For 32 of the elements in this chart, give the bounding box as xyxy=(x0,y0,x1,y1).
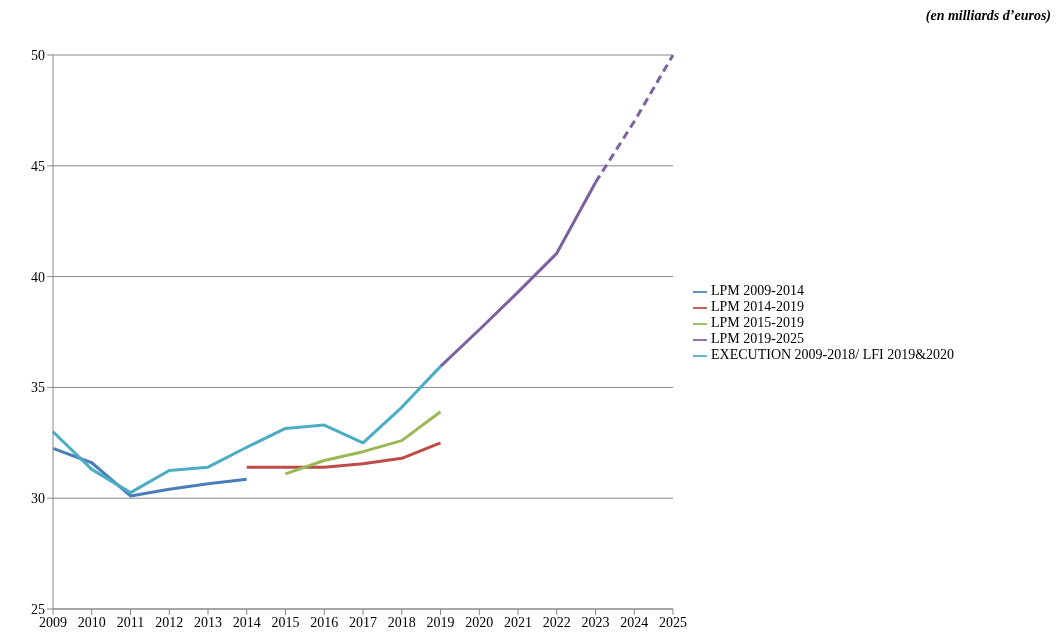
y-tick-label: 45 xyxy=(31,158,45,174)
x-tick-label: 2025 xyxy=(659,614,687,630)
x-tick-label: 2014 xyxy=(232,614,261,630)
y-tick-label: 25 xyxy=(31,601,45,617)
x-tick-label: 2010 xyxy=(77,614,106,630)
y-tick-label: 30 xyxy=(31,491,45,507)
x-tick-label: 2011 xyxy=(116,614,145,630)
line-series xyxy=(51,364,442,495)
legend-label: LPM 2015-2019 xyxy=(711,315,804,330)
x-tick-label: 2015 xyxy=(271,614,300,630)
legend-label: LPM 2014-2019 xyxy=(711,299,804,314)
legend-label: EXECUTION 2009-2018/ LFI 2019&2020 xyxy=(711,347,955,362)
x-tick-label: 2017 xyxy=(349,614,377,630)
x-tick-label: 2018 xyxy=(387,614,416,630)
legend-label: LPM 2009-2014 xyxy=(711,283,804,298)
x-tick-label: 2013 xyxy=(194,614,222,630)
x-tick-label: 2024 xyxy=(620,614,649,630)
x-tick-label: 2020 xyxy=(465,614,494,630)
y-tick-label: 40 xyxy=(31,269,45,285)
x-tick-label: 2019 xyxy=(426,614,455,630)
x-tick-label: 2009 xyxy=(39,614,67,630)
x-tick-label: 2021 xyxy=(504,614,532,630)
legend-label: LPM 2019-2025 xyxy=(711,331,804,346)
x-tick-label: 2012 xyxy=(155,614,184,630)
y-tick-label: 50 xyxy=(31,47,45,63)
x-tick-label: 2023 xyxy=(581,614,610,630)
x-tick-label: 2022 xyxy=(542,614,571,630)
x-tick-label: 2016 xyxy=(310,614,339,630)
y-tick-label: 35 xyxy=(31,380,45,396)
line-series xyxy=(284,410,442,476)
text: (en milliards d’euros) xyxy=(925,8,1051,24)
line-series xyxy=(245,441,442,469)
